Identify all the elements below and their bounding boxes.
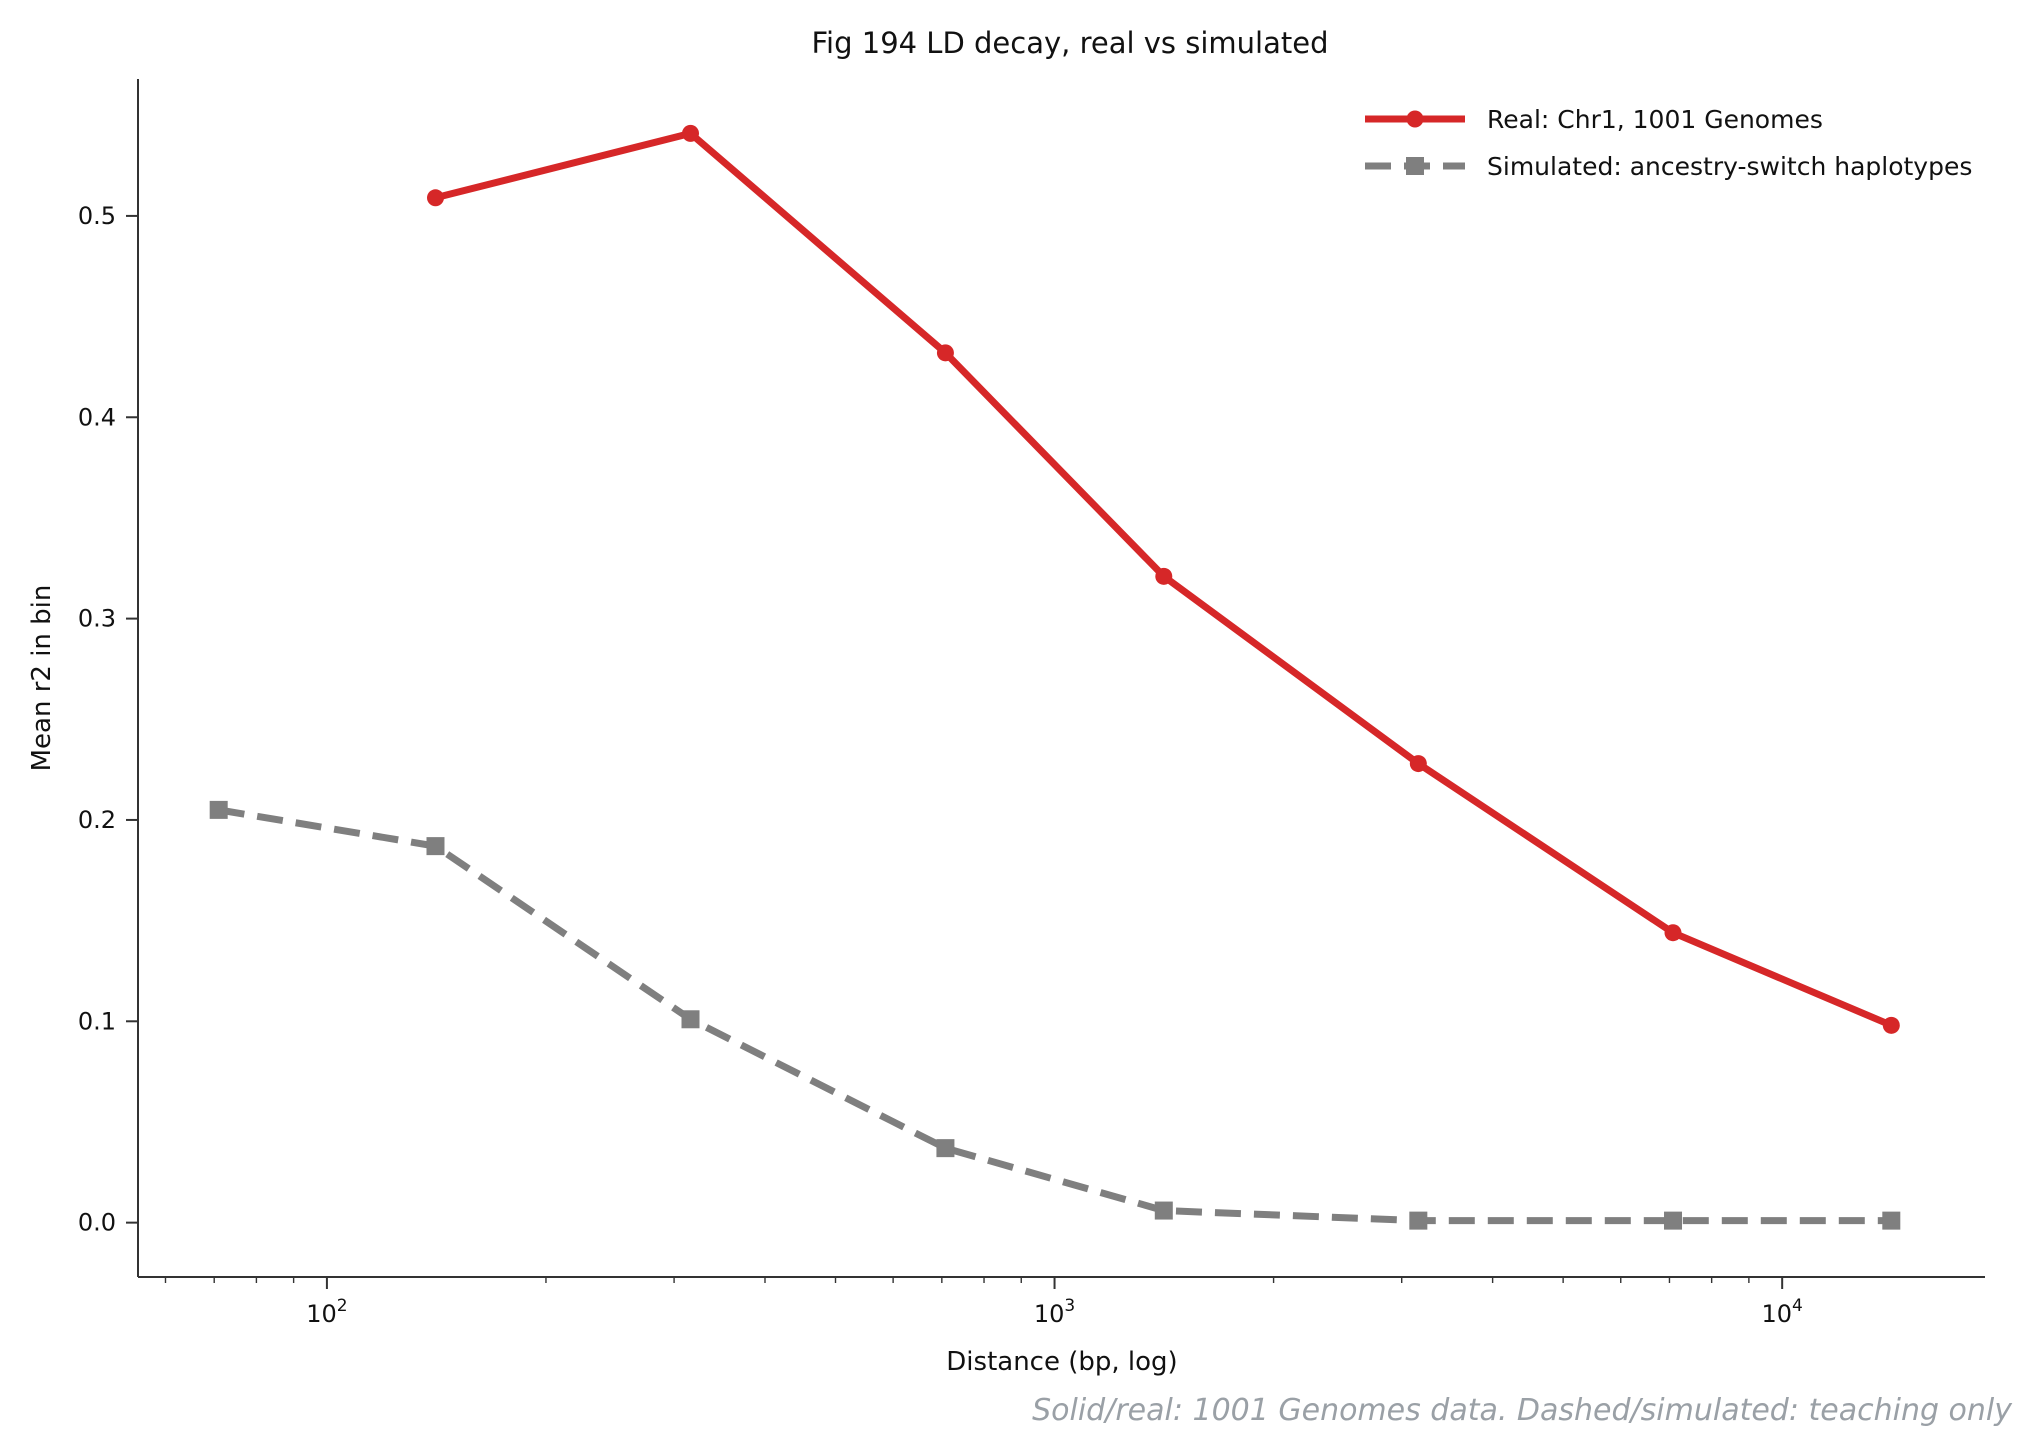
data-point bbox=[1155, 567, 1173, 585]
chart-title: Fig 194 LD decay, real vs simulated bbox=[811, 26, 1328, 60]
x-tick-label: 104 bbox=[1761, 1296, 1802, 1328]
x-ticks: 102 103 104 bbox=[164, 1277, 1803, 1328]
data-point bbox=[936, 1139, 955, 1158]
y-tick-label: 0.5 bbox=[78, 202, 116, 230]
data-point bbox=[682, 124, 700, 142]
data-point bbox=[1882, 1016, 1900, 1034]
data-point bbox=[681, 1010, 700, 1029]
y-tick-label: 0.2 bbox=[78, 806, 116, 834]
data-point bbox=[426, 837, 445, 856]
axes bbox=[137, 79, 1985, 1278]
data-point bbox=[1664, 924, 1682, 942]
footnote: Solid/real: 1001 Genomes data. Dashed/si… bbox=[1032, 1393, 2013, 1428]
legend-label: Simulated: ancestry-switch haplotypes bbox=[1487, 152, 1972, 181]
y-tick-label: 0.4 bbox=[78, 403, 116, 431]
data-point bbox=[1409, 1211, 1428, 1230]
y-tick-label: 0.1 bbox=[78, 1007, 116, 1035]
y-axis-label: Mean r2 in bin bbox=[27, 585, 57, 772]
x-tick-label: 103 bbox=[1034, 1296, 1075, 1328]
x-tick-label: 102 bbox=[306, 1296, 347, 1328]
data-point bbox=[936, 344, 954, 362]
legend-marker bbox=[1406, 157, 1424, 175]
data-point bbox=[1409, 755, 1427, 773]
legend-label: Real: Chr1, 1001 Genomes bbox=[1487, 105, 1823, 134]
series-layer bbox=[209, 124, 1901, 1230]
series-line bbox=[218, 806, 1892, 1225]
legend: Real: Chr1, 1001 Genomes Simulated: ances… bbox=[1365, 105, 1972, 181]
data-point bbox=[209, 800, 228, 819]
data-point bbox=[1664, 1211, 1683, 1230]
y-tick-label: 0.3 bbox=[78, 605, 116, 633]
data-point bbox=[1154, 1201, 1173, 1220]
legend-marker bbox=[1406, 110, 1424, 128]
y-ticks: 0.0 0.1 0.2 0.3 0.4 0.5 bbox=[78, 202, 138, 1237]
data-point bbox=[1882, 1211, 1901, 1230]
data-point bbox=[426, 189, 444, 207]
y-tick-label: 0.0 bbox=[78, 1209, 116, 1237]
x-axis-label: Distance (bp, log) bbox=[946, 1347, 1177, 1377]
